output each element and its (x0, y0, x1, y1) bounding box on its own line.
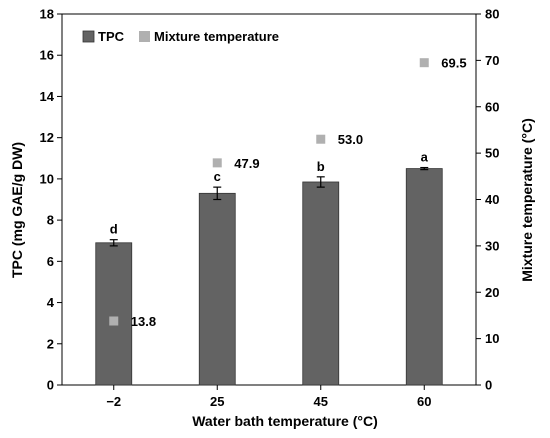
legend-label-mixture-temperature: Mixture temperature (154, 29, 279, 44)
mixture-temperature-points: 13.8 47.9 53.0 69.5 (109, 56, 467, 329)
right-tick-label: 70 (485, 53, 499, 68)
left-tick-label: 14 (40, 89, 55, 104)
mixture-temperature-label: 69.5 (441, 56, 466, 71)
tpc-bar (302, 181, 340, 386)
mixture-temperature-label: 13.8 (131, 314, 156, 329)
left-tick-label: 12 (40, 130, 54, 145)
tpc-bars (95, 168, 443, 386)
left-tick-label: 2 (47, 336, 54, 351)
x-tick-label: 60 (417, 394, 431, 409)
x-axis-title: Water bath temperature (°C) (192, 413, 378, 429)
y-axis-title: TPC (mg GAE/g DW) (9, 142, 25, 278)
legend-swatch-mixture-temperature (139, 31, 150, 42)
x-tick-label: 25 (210, 394, 224, 409)
significance-letter: d (110, 222, 118, 237)
mixture-temperature-label: 47.9 (234, 156, 259, 171)
significance-letter: b (317, 159, 325, 174)
tpc-bar (405, 168, 443, 386)
left-axis-ticks: 0 2 4 6 8 10 12 14 16 18 (40, 7, 62, 393)
right-tick-label: 30 (485, 238, 499, 253)
y2-axis-title: Mixture temperature (°C) (519, 118, 535, 282)
right-tick-label: 60 (485, 99, 499, 114)
significance-letter: a (421, 150, 429, 165)
legend-swatch-tpc (82, 30, 95, 43)
left-tick-label: 8 (47, 213, 54, 228)
mixture-temperature-label: 53.0 (338, 132, 363, 147)
x-tick-label: −2 (106, 394, 121, 409)
tpc-bar (198, 192, 236, 386)
left-tick-label: 16 (40, 48, 54, 63)
legend-label-tpc: TPC (98, 29, 125, 44)
x-tick-label: 45 (314, 394, 328, 409)
error-bars (109, 166, 429, 247)
significance-letter: c (214, 169, 221, 184)
legend: TPC Mixture temperature (82, 29, 279, 44)
right-axis-ticks: 0 10 20 30 40 50 60 70 80 (476, 7, 499, 393)
right-tick-label: 10 (485, 331, 499, 346)
left-tick-label: 6 (47, 254, 54, 269)
significance-letters: d c b a (110, 150, 429, 237)
left-tick-label: 0 (47, 378, 54, 393)
right-tick-label: 20 (485, 285, 499, 300)
right-tick-label: 0 (485, 378, 492, 393)
mixture-temperature-point (212, 158, 222, 168)
mixture-temperature-point (109, 316, 119, 326)
x-axis-ticks: −2 25 45 60 (106, 385, 431, 409)
tpc-bar (95, 242, 133, 386)
left-tick-label: 4 (47, 295, 55, 310)
left-tick-label: 18 (40, 7, 54, 22)
mixture-temperature-point (316, 134, 326, 144)
mixture-temperature-point (419, 58, 429, 68)
left-tick-label: 10 (40, 171, 54, 186)
right-tick-label: 40 (485, 192, 499, 207)
right-tick-label: 80 (485, 7, 499, 22)
right-tick-label: 50 (485, 146, 499, 161)
